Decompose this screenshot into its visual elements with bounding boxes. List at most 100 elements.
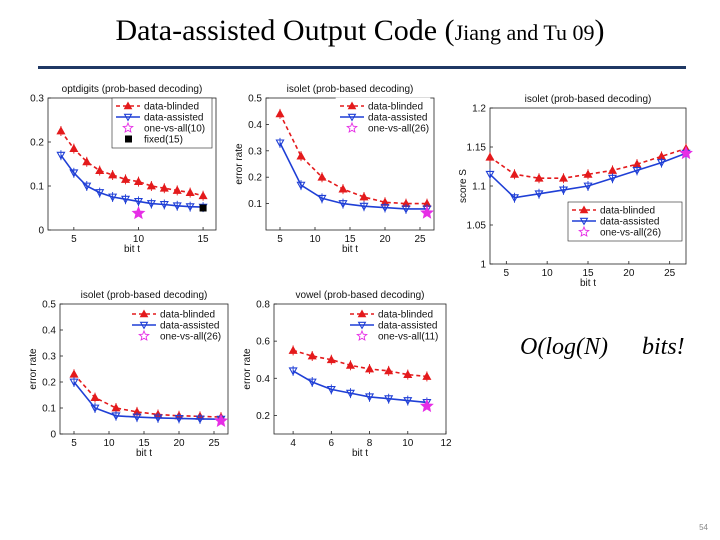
data-point: [558, 173, 569, 182]
series-line-data-blinded: [292, 349, 427, 378]
data-point: [326, 385, 336, 395]
series-line-data-blinded: [60, 130, 204, 197]
page-number: 54: [699, 523, 708, 532]
legend-marker: [347, 113, 357, 122]
y-tick-label: 0.4: [256, 374, 270, 385]
data-point: [275, 109, 285, 118]
y-tick-label: 0.6: [256, 337, 270, 348]
data-point: [384, 395, 394, 404]
legend-marker: [357, 321, 367, 330]
x-axis-label: bit t: [580, 278, 596, 289]
data-point: [656, 159, 667, 168]
legend-marker: [138, 329, 150, 341]
marker-one-vs-all: [131, 205, 146, 220]
data-point: [326, 354, 336, 364]
x-tick-label: 20: [173, 438, 185, 449]
chart-title: isolet (prob-based decoding): [287, 84, 414, 95]
x-tick-label: 12: [440, 438, 452, 449]
legend-marker: [356, 329, 368, 341]
chart-title: vowel (prob-based decoding): [296, 290, 425, 301]
legend-marker: [123, 101, 133, 110]
y-tick-label: 1.05: [467, 221, 487, 232]
y-tick-label: 0.2: [42, 378, 56, 389]
y-tick-label: 0.3: [42, 352, 56, 363]
x-tick-label: 15: [582, 268, 594, 279]
x-tick-label: 20: [623, 268, 635, 279]
series-line-data-assisted: [73, 381, 222, 420]
data-point: [307, 378, 317, 387]
data-point: [185, 203, 195, 212]
data-point: [95, 189, 105, 198]
x-tick-label: 15: [138, 438, 150, 449]
data-point: [195, 415, 205, 424]
x-tick-label: 10: [133, 234, 145, 245]
data-point: [583, 169, 593, 178]
data-point: [121, 174, 131, 183]
data-point: [345, 389, 355, 398]
y-axis-label: error rate: [242, 348, 253, 390]
legend-marker: [122, 121, 134, 133]
y-tick-label: 0.1: [30, 182, 44, 193]
formula-expression: O(log(N): [520, 334, 608, 360]
y-tick-label: 0.8: [256, 300, 270, 311]
data-point: [338, 184, 348, 193]
isolet-score-chart: isolet (prob-based decoding) 5 10 15 20 25 1 1.…: [458, 94, 693, 289]
legend-marker: [579, 205, 589, 214]
data-point: [509, 169, 520, 178]
y-tick-label: 0.4: [248, 120, 262, 131]
data-point: [401, 205, 411, 214]
legend-marker: [139, 321, 149, 330]
title-rule: [38, 66, 686, 69]
isolet-error-chart-2: isolet (prob-based decoding) 5 10 15 20 25 0 0.…: [28, 290, 229, 459]
data-point: [90, 392, 100, 402]
data-point: [69, 378, 79, 387]
data-point: [403, 369, 413, 379]
x-tick-label: 10: [402, 438, 414, 449]
data-point: [558, 186, 569, 195]
data-point: [82, 157, 92, 166]
x-tick-label: 5: [71, 438, 77, 449]
data-point: [534, 173, 544, 182]
data-point: [69, 143, 79, 153]
x-axis-label: bit t: [124, 244, 140, 255]
y-tick-label: 1.15: [467, 143, 487, 154]
legend-label: data-assisted: [144, 113, 203, 124]
y-axis-label: error rate: [28, 348, 39, 390]
data-point: [69, 169, 79, 178]
title-main: Data-assisted Output Code (: [115, 14, 455, 47]
data-point: [632, 166, 642, 176]
y-tick-label: 0.5: [42, 300, 56, 311]
x-tick-label: 5: [71, 234, 77, 245]
legend-label: one-vs-all(11): [378, 332, 438, 343]
chart-title: optdigits (prob-based decoding): [62, 84, 203, 95]
complexity-formula: O(log(N) bits!: [520, 334, 685, 361]
series-line-data-blinded: [489, 147, 687, 179]
data-point: [345, 360, 355, 369]
legend-label: data-blinded: [144, 102, 199, 113]
data-point: [485, 170, 495, 180]
data-point: [338, 200, 348, 209]
y-tick-label: 0.2: [256, 411, 270, 422]
chart-title: isolet (prob-based decoding): [525, 94, 652, 105]
y-tick-label: 0.1: [42, 404, 56, 415]
data-point: [380, 204, 390, 213]
legend-marker: [357, 309, 367, 318]
x-axis-label: bit t: [352, 448, 368, 459]
y-tick-label: 0: [38, 226, 44, 237]
data-point: [384, 366, 394, 375]
data-point: [485, 152, 495, 161]
legend-label: data-blinded: [600, 206, 655, 217]
data-point: [108, 170, 118, 179]
slide-title: Data-assisted Output Code (Jiang and Tu …: [0, 14, 720, 48]
x-tick-label: 25: [664, 268, 676, 279]
data-point: [172, 185, 182, 194]
data-point: [365, 364, 375, 373]
data-point: [359, 192, 369, 201]
data-point: [317, 172, 327, 181]
data-point: [185, 187, 195, 197]
legend-label: data-blinded: [368, 102, 423, 113]
legend-label: one-vs-all(26): [160, 332, 221, 343]
series-line-data-assisted: [292, 370, 427, 404]
data-point: [317, 194, 327, 204]
data-point: [509, 194, 520, 203]
